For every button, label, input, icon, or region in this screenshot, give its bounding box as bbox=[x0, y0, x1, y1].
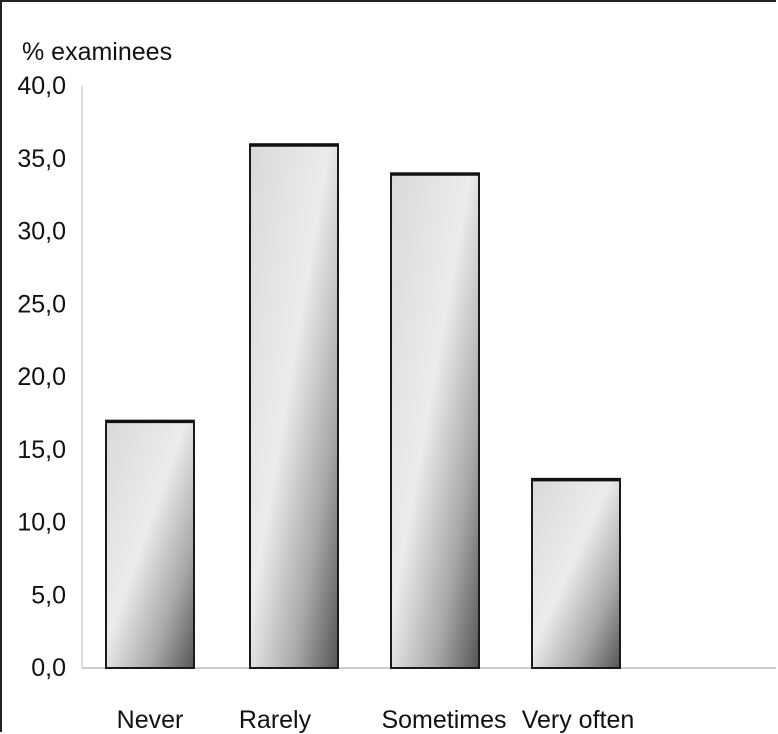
y-tick-label: 15,0 bbox=[17, 436, 66, 464]
y-tick-label: 0,0 bbox=[31, 654, 66, 682]
x-category-label: Rarely bbox=[239, 706, 312, 734]
bar-sometimes bbox=[390, 172, 480, 670]
y-axis-ticks: 0,0 5,0 10,0 15,0 20,0 25,0 30,0 35,0 40,0 bbox=[17, 72, 66, 682]
x-category-label: Very often bbox=[522, 706, 635, 734]
y-axis-title: % examinees bbox=[22, 38, 172, 66]
bars bbox=[105, 143, 621, 670]
y-tick-label: 10,0 bbox=[17, 509, 66, 537]
bar-never bbox=[105, 419, 195, 669]
x-category-label: Sometimes bbox=[381, 706, 506, 734]
y-tick-label: 30,0 bbox=[17, 218, 66, 246]
bar-very-often bbox=[531, 477, 621, 669]
y-tick-label: 40,0 bbox=[17, 72, 66, 100]
y-tick-label: 25,0 bbox=[17, 290, 66, 318]
y-tick-label: 5,0 bbox=[31, 581, 66, 609]
bar-rarely bbox=[249, 143, 339, 669]
x-category-label: Never bbox=[117, 706, 184, 734]
x-axis-labels: Never Rarely Sometimes Very often bbox=[117, 706, 635, 734]
y-tick-label: 35,0 bbox=[17, 145, 66, 173]
y-tick-label: 20,0 bbox=[17, 363, 66, 391]
